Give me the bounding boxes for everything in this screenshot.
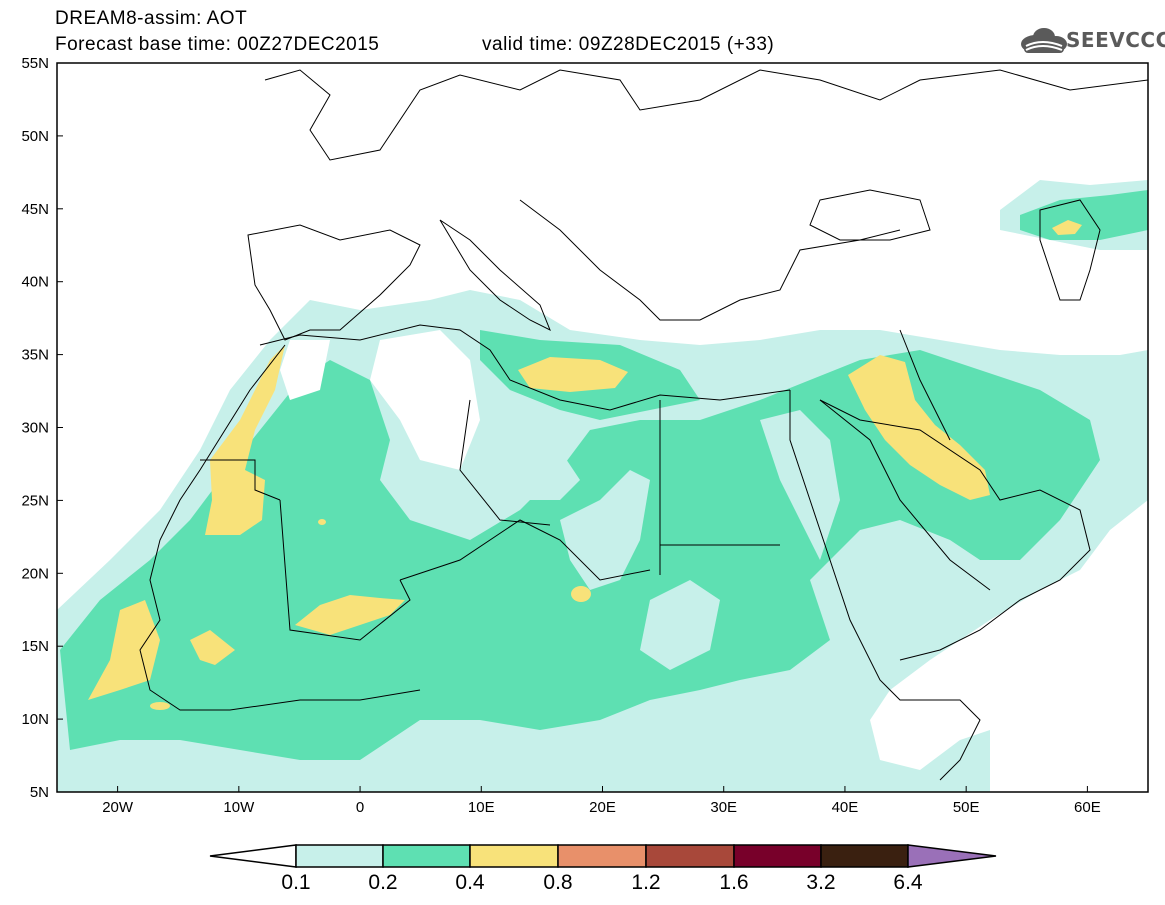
colorbar-label: 0.2 [368, 871, 398, 894]
aot-level-0.4 [318, 519, 326, 525]
coastlines [139, 69, 1148, 781]
map-title: DREAM8-assim: AOT [55, 8, 248, 29]
aot-level-0.4 [150, 702, 170, 710]
lon-tick-label: 40E [832, 799, 859, 816]
lat-tick-label: 25N [21, 492, 49, 509]
lon-tick-label: 50E [953, 799, 980, 816]
lat-tick-label: 55N [21, 55, 49, 72]
colorbar-under-triangle [209, 844, 297, 868]
lat-tick-label: 45N [21, 201, 49, 218]
aot-level-0.4 [295, 595, 405, 635]
aot-level-0.4 [205, 345, 285, 535]
lon-tick-label: 20E [589, 799, 616, 816]
colorbar-label: 0.4 [455, 871, 485, 894]
border-mali-niger [279, 499, 411, 641]
lat-tick-label: 50N [21, 128, 49, 145]
lon-tick-label: 20W [102, 799, 134, 816]
border-niger-chad [399, 519, 651, 581]
lon-tick-label: 10W [223, 799, 255, 816]
aot-clear-area [640, 580, 720, 670]
coastline-iberia [247, 224, 421, 341]
colorbar-bin-3.2 [820, 844, 909, 868]
aot-clear-area [760, 410, 840, 560]
lat-tick-label: 5N [30, 784, 49, 801]
colorbar-label: 6.4 [893, 871, 923, 894]
coastline-w-africa [139, 344, 421, 711]
lon-tick-label: 0 [356, 799, 364, 816]
lat-tick-label: 15N [21, 638, 49, 655]
longitude-axis: 20W 10W 0 10E 20E 30E 40E 50E 60E [102, 786, 1101, 816]
lat-tick-label: 20N [21, 565, 49, 582]
forecast-base-time: Forecast base time: 00Z27DEC2015 [55, 34, 380, 55]
lon-tick-label: 60E [1074, 799, 1101, 816]
colorbar-bin-0.4 [469, 844, 559, 868]
colorbar-over-triangle [907, 844, 997, 868]
aot-clear-area [370, 330, 480, 470]
coastline-italy [439, 219, 551, 332]
aot-level-0.4 [518, 357, 628, 392]
lat-tick-label: 30N [21, 420, 49, 437]
colorbar-bin-1.2 [645, 844, 735, 868]
aot-field [57, 180, 1148, 792]
aot-clear-area [480, 430, 580, 500]
colorbar-label: 0.8 [543, 871, 573, 894]
coastline-black-sea [809, 189, 931, 241]
colorbar-bin-0.8 [557, 844, 647, 868]
aot-level-0.4 [848, 355, 990, 500]
aot-clear-area [840, 560, 1000, 690]
border-iraq-iran [899, 329, 951, 441]
aot-clear-area [560, 470, 650, 590]
aot-level-0.4 [190, 630, 235, 665]
lat-tick-label: 35N [21, 347, 49, 364]
lat-tick-label: 40N [21, 274, 49, 291]
lat-tick-label: 10N [21, 711, 49, 728]
aot-level-0.4 [1052, 220, 1082, 235]
colorbar-label: 0.1 [281, 871, 311, 894]
colorbar-label: 1.6 [719, 871, 749, 894]
logo-text: SEEVCCC [1066, 28, 1165, 52]
colorbar-label: 1.2 [631, 871, 661, 894]
coastline-arabia [819, 399, 1091, 661]
coastline-red-sea [789, 390, 981, 781]
aot-level-0.4 [571, 586, 591, 602]
coastline-caspian [1039, 199, 1101, 301]
seevccc-logo [1021, 28, 1067, 53]
aot-level-0.4 [88, 600, 160, 700]
colorbar-bin-1.6 [733, 844, 822, 868]
lon-tick-label: 30E [710, 799, 737, 816]
colorbar [209, 844, 997, 868]
colorbar-bin-0.2 [382, 844, 471, 868]
aot-level-0.2 [1020, 190, 1148, 240]
coastline-balkans [519, 199, 901, 321]
coastline-europe [264, 69, 1148, 161]
valid-time: valid time: 09Z28DEC2015 (+33) [482, 34, 775, 55]
border-mauritania [200, 459, 281, 501]
border-saudi [819, 399, 991, 591]
aot-clear-area [280, 340, 330, 400]
latitude-axis: 55N 50N 45N 40N 35N 30N 25N 20N 15N 10N 5N [21, 55, 63, 801]
lon-tick-label: 10E [468, 799, 495, 816]
colorbar-label: 3.2 [806, 871, 836, 894]
coastline-n-africa [259, 324, 791, 411]
colorbar-bin-0.1 [295, 844, 384, 868]
